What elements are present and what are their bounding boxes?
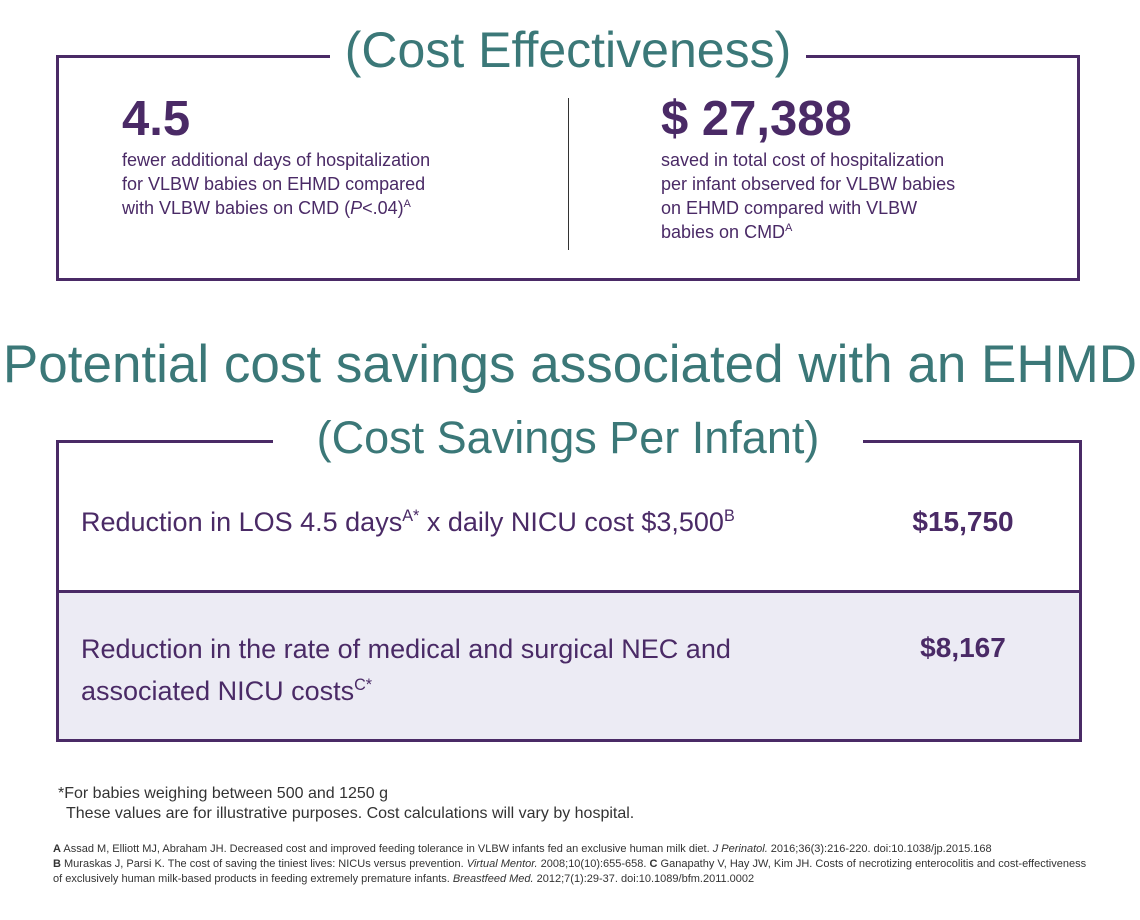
savings-row-los — [59, 465, 1079, 590]
references: A Assad M, Elliott MJ, Abraham JH. Decre… — [53, 842, 1093, 887]
days-reduction-description: fewer additional days of hospitalization… — [122, 148, 430, 220]
nec-reduction-label: Reduction in the rate of medical and sur… — [81, 634, 731, 706]
cost-desc-line: saved in total cost of hospitalization — [661, 150, 945, 170]
days-reduction-value: 4.5 — [122, 92, 191, 146]
cost-desc-line: babies on CMDA — [661, 222, 793, 242]
reference-marker: C* — [354, 676, 373, 694]
reference-marker: A — [785, 222, 793, 234]
footnote: *For babies weighing between 500 and 125… — [58, 784, 634, 824]
cost-savings-title: (Cost Savings Per Infant) — [273, 415, 863, 460]
reference-a: A Assad M, Elliott MJ, Abraham JH. Decre… — [53, 843, 992, 855]
cost-desc-line: per infant observed for VLBW babies — [661, 174, 956, 194]
cost-saved-description: saved in total cost of hospitalization p… — [661, 148, 955, 244]
los-reduction-label: Reduction in LOS 4.5 daysA* x daily NICU… — [81, 507, 735, 537]
footnote-weight: *For babies weighing between 500 and 125… — [58, 785, 389, 802]
cost-effectiveness-title: (Cost Effectiveness) — [330, 25, 806, 75]
cost-desc-line: on EHMD compared with VLBW — [661, 198, 918, 218]
reference-marker: A — [403, 198, 411, 210]
reference-b-c: B Muraskas J, Parsi K. The cost of savin… — [53, 858, 1087, 885]
stat-divider — [568, 98, 569, 250]
days-desc-line: fewer additional days of hospitalization — [122, 150, 431, 170]
cost-saved-value: $ 27,388 — [661, 92, 852, 146]
savings-row-nec — [59, 593, 1079, 739]
los-reduction-value: $15,750 — [912, 506, 1014, 537]
reference-marker: B — [723, 507, 735, 525]
reference-marker: A* — [402, 507, 420, 525]
days-desc-line: with VLBW babies on CMD (P<.04)A — [122, 198, 411, 218]
footnote-disclaimer: These values are for illustrative purpos… — [66, 805, 635, 822]
row-divider — [59, 590, 1079, 593]
days-desc-line: for VLBW babies on EHMD compared — [122, 174, 426, 194]
nec-reduction-value: $8,167 — [920, 632, 1006, 663]
page-heading: Potential cost savings associated with a… — [2, 335, 1138, 394]
